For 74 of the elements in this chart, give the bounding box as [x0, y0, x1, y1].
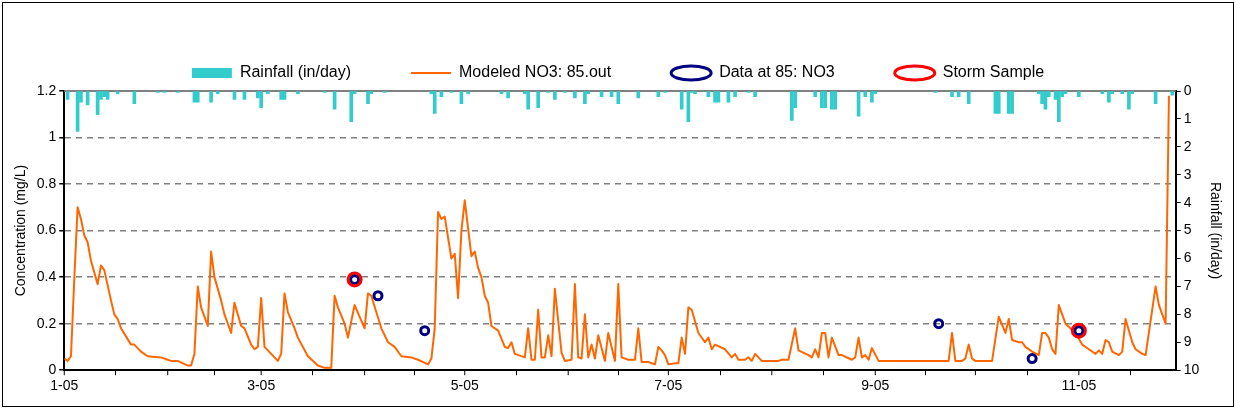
bar	[1107, 91, 1111, 103]
bar	[1170, 91, 1175, 96]
y2-tick-label: 9	[1183, 333, 1192, 350]
point	[933, 318, 945, 330]
bar	[966, 91, 971, 104]
bar	[266, 91, 270, 95]
bar	[583, 91, 587, 104]
bar	[956, 91, 961, 97]
legend-label: Data at 85: NO3	[719, 63, 835, 81]
bar	[636, 91, 641, 99]
bar	[366, 91, 370, 104]
point	[419, 325, 431, 337]
bar	[209, 91, 213, 103]
y2-tick-label: 0	[1183, 81, 1192, 98]
bar	[679, 91, 684, 110]
y-tick-label: 1	[48, 128, 57, 145]
bar	[296, 91, 300, 95]
y2-tick-label: 7	[1183, 277, 1192, 294]
bar	[813, 91, 818, 97]
bar	[833, 91, 838, 110]
bar	[536, 91, 541, 109]
bar	[1100, 91, 1105, 95]
bar	[1010, 91, 1014, 114]
legend-label: Storm Sample	[942, 63, 1045, 81]
y-tick-label: 0.6	[36, 221, 57, 238]
x-tick-label: 11-05	[1061, 377, 1097, 394]
bar	[823, 91, 828, 109]
bar	[432, 91, 437, 114]
bar	[863, 91, 868, 97]
x-tick-label: 3-05	[247, 377, 276, 394]
y-axis-title: Concentration (mg/L)	[12, 164, 29, 297]
bar	[1077, 91, 1081, 97]
point	[372, 290, 384, 302]
y-tick-label: 0.8	[36, 174, 57, 191]
legend-label: Rainfall (in/day)	[239, 63, 352, 81]
y2-tick-label: 5	[1183, 221, 1192, 238]
y2-axis-title: Rainfall (in/day)	[1207, 181, 1224, 280]
bar	[656, 91, 661, 97]
x-tick-label: 7-05	[654, 377, 683, 394]
y2-tick-label: 10	[1183, 361, 1200, 378]
bar	[573, 91, 577, 99]
bar	[1056, 91, 1061, 123]
bar	[693, 91, 697, 95]
y-tick-label: 0	[48, 361, 57, 378]
y2-tick-label: 3	[1183, 165, 1192, 182]
y2-tick-label: 4	[1183, 193, 1192, 210]
bar	[733, 91, 737, 97]
y-tick-label: 1.2	[36, 81, 57, 98]
x-tick-label: 1-05	[50, 377, 79, 394]
y2-tick-label: 1	[1183, 109, 1192, 126]
y-tick-label: 0.4	[36, 267, 57, 284]
bar	[950, 91, 954, 97]
bar	[553, 91, 557, 100]
bar	[259, 91, 263, 109]
point	[1026, 353, 1038, 365]
x-tick-label: 5-05	[450, 377, 479, 394]
bar	[466, 91, 470, 95]
bar	[870, 91, 874, 103]
bar	[215, 91, 220, 95]
y-tick-label: 0.2	[36, 314, 57, 331]
bar	[349, 91, 354, 123]
bar	[713, 91, 717, 103]
x-tick-label: 9-05	[861, 377, 890, 394]
y2-tick-label: 8	[1183, 305, 1192, 322]
y2-tick-label: 6	[1183, 249, 1192, 266]
bar	[526, 91, 530, 110]
bar	[616, 91, 621, 104]
legend-label: Modeled NO3: 85.out	[459, 63, 612, 81]
bar	[506, 91, 510, 99]
y2-tick-label: 2	[1183, 137, 1192, 154]
bar	[1120, 91, 1125, 95]
bar	[1127, 91, 1131, 110]
bar	[789, 91, 794, 121]
bar	[753, 91, 757, 97]
